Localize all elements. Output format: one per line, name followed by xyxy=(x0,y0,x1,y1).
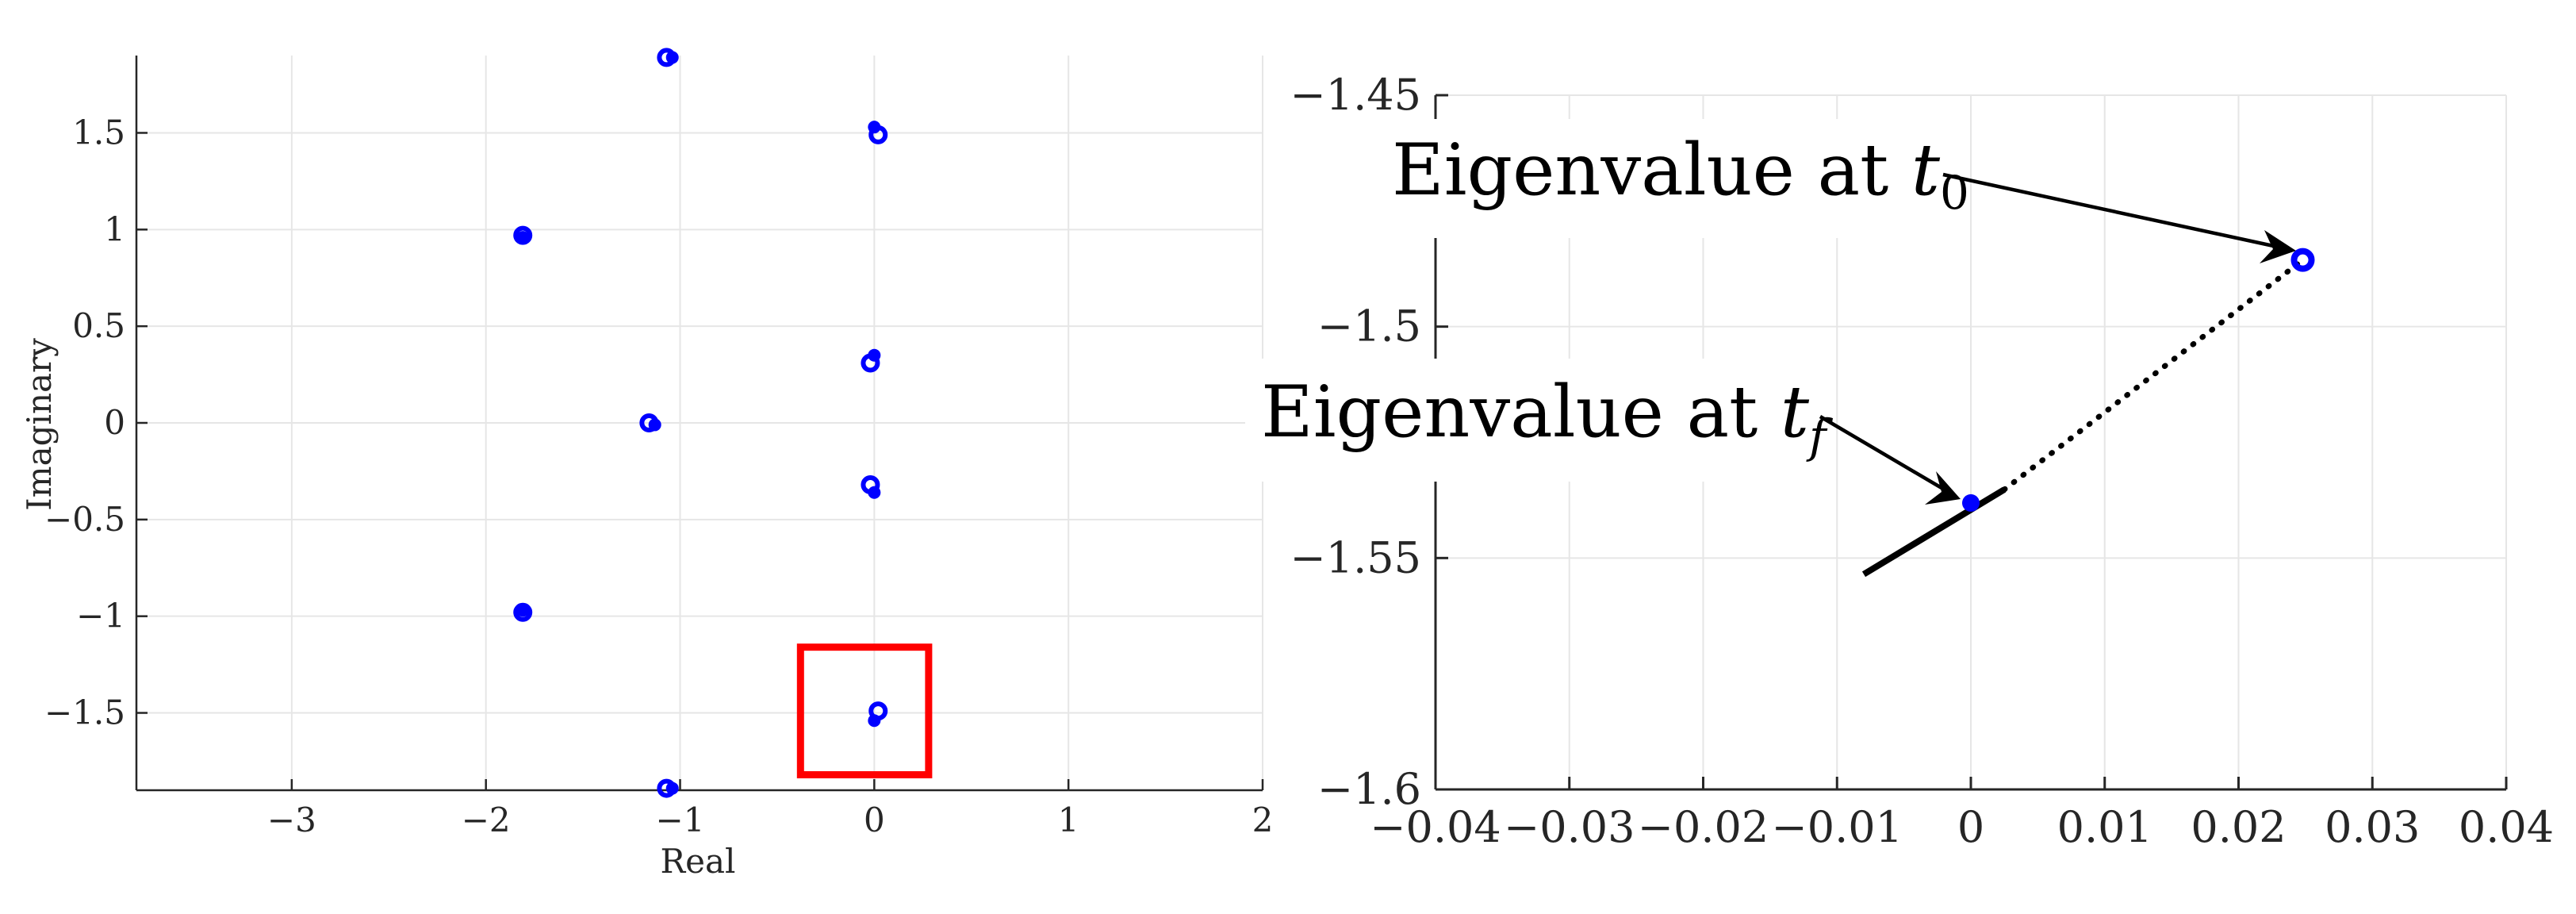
left-y-tick-label: 1 xyxy=(104,209,125,248)
right-y-tick-label: −1.55 xyxy=(1290,532,1421,582)
trajectory-endpoint-markers xyxy=(1962,248,2315,512)
eigenvalue-dot-marker xyxy=(868,486,881,499)
left-x-tick-label: −1 xyxy=(656,801,705,839)
left-y-tick-label: −1.5 xyxy=(44,693,125,732)
left-x-ticks: −3 −2 −1 0 1 2 xyxy=(267,779,1273,839)
annotation-tf-text: Eigenvalue at tf xyxy=(1261,371,1834,463)
eigenvalue-scatter-plot: −3 −2 −1 0 1 2 1.5 1 0.5 0 −0.5 −1 −1.5 Real Imagin… xyxy=(20,48,1273,881)
eigenvalue-dot-marker xyxy=(648,418,661,432)
right-x-tick-label: −0.03 xyxy=(1504,802,1635,852)
trajectory-lines xyxy=(1861,257,2306,578)
end-eigenvalue-marker xyxy=(1962,493,1980,512)
right-x-tick-label: −0.02 xyxy=(1638,802,1769,852)
eigenvalue-dot-marker xyxy=(665,51,679,64)
eigenvalue-dot-marker xyxy=(665,782,679,795)
zoom-highlight-box xyxy=(796,643,933,779)
eigenvalue-dot-marker xyxy=(868,714,881,728)
left-y-tick-label: −1 xyxy=(76,597,125,636)
left-grid xyxy=(136,56,1263,790)
x-axis-label: Real xyxy=(661,842,736,881)
eigenvalue-dot-marker xyxy=(868,348,881,362)
left-y-tick-label: 1.5 xyxy=(72,113,125,152)
left-x-tick-label: 0 xyxy=(864,801,885,839)
annotation-tf-arrowhead xyxy=(1925,471,1961,505)
right-y-tick-label: −1.6 xyxy=(1317,764,1421,814)
zoomed-eigenvalue-trajectory: −0.04 −0.03 −0.02 −0.01 0 0.01 0.02 0.03 0.04 −1… xyxy=(1245,70,2554,852)
y-axis-label: Imaginary xyxy=(20,338,59,511)
left-x-tick-label: −2 xyxy=(462,801,511,839)
right-x-tick-label: 0 xyxy=(1957,802,1984,852)
right-x-tick-label: 0.01 xyxy=(2057,802,2152,852)
right-x-tick-label: 0.04 xyxy=(2459,802,2554,852)
left-y-tick-label: 0 xyxy=(104,403,125,442)
left-x-tick-label: 2 xyxy=(1252,801,1274,839)
right-x-tick-label: 0.02 xyxy=(2191,802,2286,852)
left-x-tick-label: 1 xyxy=(1058,801,1079,839)
start-eigenvalue-marker xyxy=(2290,248,2315,272)
left-y-tick-label: −0.5 xyxy=(44,500,125,539)
left-x-tick-label: −3 xyxy=(267,801,316,839)
right-x-ticks: −0.04 −0.03 −0.02 −0.01 0 0.01 0.02 0.03 0.04 xyxy=(1370,777,2554,852)
eigenvalue-dot-marker xyxy=(516,604,530,617)
eigenvalue-dot-marker xyxy=(516,231,530,244)
annotation-mask-t0 xyxy=(1380,119,1927,238)
right-x-tick-label: −0.01 xyxy=(1772,802,1903,852)
right-y-tick-label: −1.45 xyxy=(1290,70,1421,120)
right-y-tick-label: −1.5 xyxy=(1317,301,1421,351)
annotation-t0-arrow xyxy=(1942,172,2289,252)
eigenvalue-markers xyxy=(513,48,888,798)
annotation-mask-tf xyxy=(1245,359,1808,482)
left-y-tick-label: 0.5 xyxy=(72,306,125,345)
right-x-tick-label: 0.03 xyxy=(2325,802,2420,852)
trajectory-solid-segment xyxy=(1861,486,2007,578)
annotation-t0-text: Eigenvalue at t0 xyxy=(1392,129,1969,220)
right-x-tick-label: −0.04 xyxy=(1370,802,1501,852)
left-y-ticks: 1.5 1 0.5 0 −0.5 −1 −1.5 xyxy=(44,113,148,732)
right-y-ticks: −1.45 −1.5 −1.55 −1.6 xyxy=(1290,70,1448,814)
eigenvalue-dot-marker xyxy=(868,121,881,134)
annotation-t0: Eigenvalue at t0 xyxy=(1392,129,2296,263)
annotation-tf-arrow xyxy=(1819,415,1953,495)
annotation-tf: Eigenvalue at tf xyxy=(1261,371,1961,505)
annotation-t0-arrowhead xyxy=(2260,230,2296,263)
trajectory-dotted-segment xyxy=(2001,257,2306,493)
